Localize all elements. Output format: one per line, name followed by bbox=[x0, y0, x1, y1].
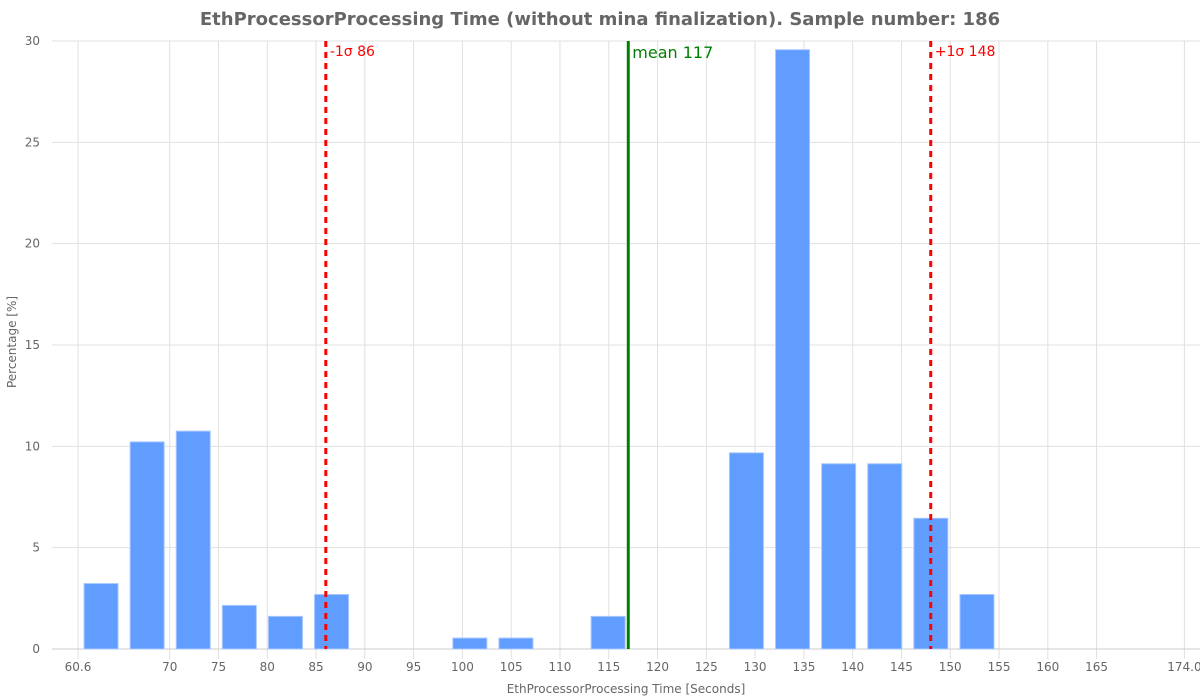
x-tick-label: 90 bbox=[357, 660, 372, 674]
x-tick-label: 150 bbox=[939, 660, 962, 674]
x-axis-label: EthProcessorProcessing Time [Seconds] bbox=[506, 682, 746, 696]
y-tick-label: 5 bbox=[32, 541, 40, 555]
x-tick-label: 95 bbox=[406, 660, 421, 674]
histogram-bar bbox=[821, 463, 857, 650]
x-tick-label: 155 bbox=[988, 660, 1011, 674]
x-tick-label: 165 bbox=[1085, 660, 1108, 674]
y-tick-label: 15 bbox=[25, 338, 40, 352]
x-tick-label: 100 bbox=[451, 660, 474, 674]
histogram-bar bbox=[775, 49, 811, 650]
histogram-bar bbox=[728, 452, 764, 650]
histogram-bar bbox=[221, 604, 257, 650]
y-tick-label: 0 bbox=[32, 642, 40, 656]
x-tick-label: 130 bbox=[744, 660, 767, 674]
x-tick-label: 115 bbox=[597, 660, 620, 674]
histogram-bar bbox=[175, 430, 211, 650]
x-tick-label: 174.0 bbox=[1167, 660, 1200, 674]
histogram-bar bbox=[590, 615, 626, 650]
chart-title: EthProcessorProcessing Time (without min… bbox=[199, 9, 1001, 30]
histogram-bar bbox=[498, 637, 534, 650]
annotation-label: mean 117 bbox=[632, 43, 713, 62]
x-tick-label: 145 bbox=[890, 660, 913, 674]
x-tick-label: 110 bbox=[549, 660, 572, 674]
x-tick-label: 140 bbox=[841, 660, 864, 674]
y-tick-label: 30 bbox=[25, 34, 40, 48]
y-tick-label: 10 bbox=[25, 439, 40, 453]
x-tick-label: 160 bbox=[1036, 660, 1059, 674]
x-tick-label: 85 bbox=[308, 660, 323, 674]
x-tick-label: 60.6 bbox=[65, 660, 92, 674]
histogram-bar bbox=[83, 583, 119, 650]
x-tick-label: 105 bbox=[500, 660, 523, 674]
histogram-bar bbox=[867, 463, 903, 650]
y-tick-label: 25 bbox=[25, 135, 40, 149]
histogram-bar bbox=[314, 593, 350, 650]
x-tick-label: 70 bbox=[162, 660, 177, 674]
annotation-label: +1σ 148 bbox=[935, 44, 996, 60]
annotation-label: -1σ 86 bbox=[330, 44, 375, 60]
x-tick-label: 120 bbox=[646, 660, 669, 674]
x-tick-label: 75 bbox=[211, 660, 226, 674]
histogram-bar bbox=[959, 593, 995, 650]
histogram-bar bbox=[452, 637, 488, 650]
histogram-bar bbox=[129, 441, 165, 650]
x-tick-label: 135 bbox=[792, 660, 815, 674]
y-tick-label: 20 bbox=[25, 237, 40, 251]
histogram-bar bbox=[267, 615, 303, 650]
x-tick-label: 80 bbox=[260, 660, 275, 674]
x-tick-label: 125 bbox=[695, 660, 718, 674]
